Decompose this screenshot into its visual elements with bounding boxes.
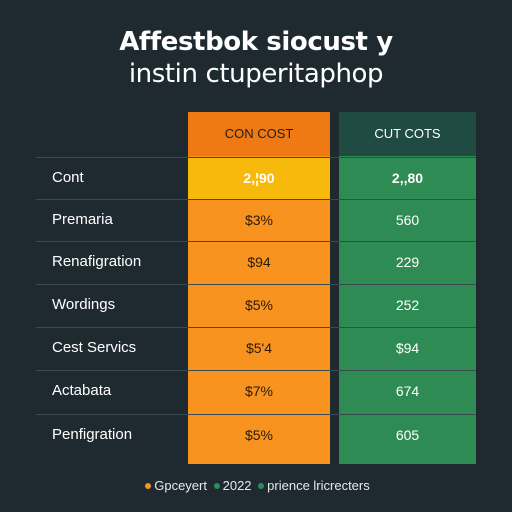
row-divider bbox=[36, 284, 476, 285]
green-dot-icon bbox=[258, 482, 265, 489]
table-row: Cest Servics $5'4 $94 bbox=[36, 327, 476, 369]
row-label: Wordings bbox=[52, 296, 116, 313]
row-value-green: 2,,80 bbox=[391, 170, 424, 186]
table-row: Actabata $7% 674 bbox=[36, 370, 476, 412]
row-divider bbox=[36, 241, 476, 242]
row-label: Cont bbox=[52, 169, 84, 186]
row-value-orange: $7% bbox=[244, 383, 274, 399]
orange-column-header-bg bbox=[188, 112, 330, 156]
row-value-green: 674 bbox=[395, 383, 420, 399]
row-value-green: 560 bbox=[395, 212, 420, 228]
row-divider bbox=[36, 327, 476, 328]
row-divider bbox=[36, 370, 476, 371]
table-row: Wordings $5% 252 bbox=[36, 284, 476, 326]
row-label: Renafigration bbox=[52, 253, 142, 270]
legend-item-1: Gpceyert bbox=[154, 478, 207, 493]
legend-item-2: 2022 bbox=[222, 478, 252, 493]
row-value-orange: $5% bbox=[244, 427, 274, 443]
row-value-orange: $94 bbox=[247, 254, 271, 270]
row-value-green: 252 bbox=[395, 297, 420, 313]
orange-highlight-row bbox=[188, 157, 330, 199]
table-row: Cont 2,¦90 2,,80 bbox=[36, 157, 476, 199]
row-label: Actabata bbox=[52, 382, 112, 399]
green-column-header-bg bbox=[339, 112, 476, 156]
row-divider bbox=[36, 414, 476, 415]
row-value-orange: $5% bbox=[244, 297, 274, 313]
green-dot-icon bbox=[213, 482, 220, 489]
row-label: Cest Servics bbox=[52, 339, 137, 356]
table-row: Renafigration $94 229 bbox=[36, 241, 476, 283]
table-row: Premaria $3% 560 bbox=[36, 199, 476, 241]
green-column bbox=[339, 112, 476, 464]
row-divider bbox=[36, 199, 476, 200]
row-value-orange: 2,¦90 bbox=[243, 170, 275, 186]
row-divider bbox=[36, 157, 476, 158]
row-label: Penfigration bbox=[52, 426, 133, 443]
row-label: Premaria bbox=[52, 211, 113, 228]
row-value-green: 605 bbox=[395, 427, 420, 443]
title-line-2: instin ctuperitaphop bbox=[128, 59, 384, 89]
orange-column-header: CON COST bbox=[224, 126, 294, 141]
row-value-orange: $3% bbox=[244, 212, 274, 228]
green-column-header: CUT COTS bbox=[374, 126, 441, 141]
row-value-green: 229 bbox=[395, 254, 420, 270]
legend-item-3: prience lricrecters bbox=[267, 478, 370, 493]
orange-dot-icon bbox=[145, 482, 152, 489]
table-row: Penfigration $5% 605 bbox=[36, 414, 476, 456]
row-value-orange: $5'4 bbox=[245, 340, 273, 356]
page-title: Affestbok siocust y instin ctuperitaphop bbox=[0, 26, 512, 90]
orange-column bbox=[188, 112, 330, 464]
row-value-green: $94 bbox=[395, 340, 420, 356]
legend: Gpceyert 2022 prience lricrecters bbox=[0, 478, 512, 493]
title-line-1: Affestbok siocust y bbox=[119, 27, 393, 57]
